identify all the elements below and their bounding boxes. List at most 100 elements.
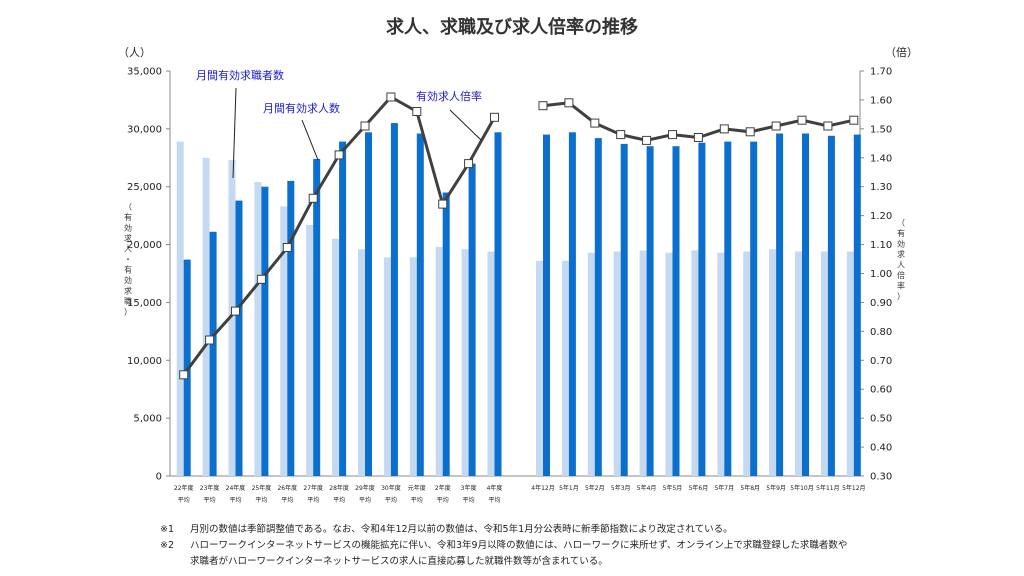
- right-tick-label: 1.20: [870, 211, 892, 222]
- right-tick-label: 0.80: [870, 327, 892, 338]
- left-tick-label: 35,000: [127, 67, 162, 78]
- job-seekers-bar: [691, 250, 699, 476]
- x-axis-label-year: 2年度: [435, 484, 451, 492]
- job-seekers-bar: [487, 251, 495, 476]
- x-axis-label-year: 23年度: [200, 484, 220, 492]
- x-axis-label-year: 28年度: [329, 484, 349, 492]
- job-seekers-bar: [795, 251, 802, 476]
- job-openings-bar: [468, 163, 476, 476]
- right-tick-label: 0.50: [870, 414, 892, 425]
- job-openings-bar: [802, 133, 809, 476]
- job-openings-bar: [750, 141, 758, 476]
- right-tick-label: 0.30: [870, 472, 892, 483]
- bars: [176, 123, 861, 477]
- right-axis-label: （有効求人倍率）: [897, 218, 905, 300]
- right-axis-ticks: 0.30 0.40 0.50 0.60 0.70 0.80 0.90 1.00 1.10 1.20…: [860, 67, 892, 483]
- footnotes: ※1 月別の数値は季節調整値である。なお、令和4年12月以前の数値は、令和5年1…: [160, 522, 990, 570]
- x-axis-label-average: 平均: [411, 496, 423, 504]
- left-tick-label: 15,000: [127, 298, 162, 309]
- job-seekers-bar: [176, 141, 184, 476]
- right-tick-label: 1.50: [870, 124, 892, 135]
- right-tick-label: 0.60: [870, 385, 892, 396]
- x-axis-label-year: 元年度: [408, 484, 426, 492]
- job-openings-bar: [543, 134, 550, 476]
- job-seekers-bar: [202, 157, 210, 477]
- job-openings-bar: [365, 132, 372, 477]
- x-axis-label-average: 平均: [359, 496, 371, 504]
- job-ratio-point: [642, 135, 652, 145]
- job-ratio-point: [490, 112, 499, 122]
- job-openings-bar: [594, 138, 602, 476]
- job-ratio-point: [797, 115, 807, 125]
- job-seekers-bar: [613, 251, 621, 476]
- job-ratio-point: [668, 130, 677, 140]
- job-openings-bar: [416, 133, 424, 476]
- ratio-line: [179, 92, 859, 380]
- annotation-job-openings: 月間有効求人数: [263, 101, 340, 115]
- job-openings-bar: [339, 141, 347, 476]
- job-ratio-point: [616, 130, 626, 140]
- annotation-leader-line: [449, 109, 482, 141]
- job-ratio-point: [564, 98, 574, 108]
- x-axis-label-month: 5年6月: [689, 484, 709, 492]
- left-tick-label: 0: [156, 472, 162, 483]
- job-seekers-bar: [665, 252, 673, 476]
- job-seekers-bar: [332, 238, 340, 476]
- job-ratio-point: [334, 150, 344, 160]
- job-openings-bar: [494, 132, 502, 477]
- job-ratio-point: [693, 133, 703, 142]
- job-openings-bar: [209, 231, 217, 476]
- x-axis-label-average: 平均: [463, 496, 475, 504]
- job-seekers-bar: [536, 260, 543, 476]
- job-seekers-bar: [383, 257, 391, 476]
- x-axis-label-year: 22年度: [174, 484, 194, 492]
- footnote-text: 月別の数値は季節調整値である。なお、令和4年12月以前の数値は、令和5年1月分公…: [190, 524, 733, 535]
- job-seekers-bar: [820, 251, 828, 476]
- x-axis-label-year: 4年度: [487, 484, 503, 492]
- right-tick-label: 1.10: [870, 240, 892, 251]
- x-axis-label-year: 25年度: [252, 484, 272, 492]
- right-tick-label: 0.90: [870, 298, 892, 309]
- right-axis-unit: （倍）: [885, 45, 918, 59]
- x-axis-label-year: 30年度: [381, 484, 401, 492]
- right-tick-label: 1.40: [870, 153, 892, 164]
- x-axis-label-year: 3年度: [461, 484, 477, 492]
- job-seekers-bar: [587, 252, 595, 476]
- job-seekers-bar: [280, 206, 288, 476]
- x-axis-label-month: 4年12月: [531, 484, 554, 492]
- job-openings-bar: [646, 146, 654, 476]
- job-openings-bar: [442, 192, 450, 476]
- job-openings-bar: [568, 132, 576, 477]
- job-ratio-point: [771, 121, 781, 131]
- job-openings-bar: [776, 133, 784, 476]
- x-axis-label-average: 平均: [255, 496, 267, 504]
- x-axis-label-average: 平均: [229, 496, 241, 504]
- right-tick-label: 1.60: [870, 95, 892, 106]
- right-tick-label: 1.70: [870, 67, 892, 78]
- x-axis-label-month: 5年9月: [766, 484, 786, 492]
- chart-title: 求人、求職及び求人倍率の推移: [386, 16, 638, 38]
- left-tick-label: 10,000: [127, 356, 162, 367]
- job-openings-bar: [235, 200, 243, 476]
- job-ratio-point: [823, 121, 833, 131]
- right-tick-label: 1.30: [870, 182, 892, 193]
- x-axis-label-month: 5年11月: [816, 484, 839, 492]
- job-openings-bar: [261, 186, 269, 476]
- x-axis-label-average: 平均: [385, 496, 397, 504]
- x-axis-label-year: 27年度: [303, 484, 323, 492]
- job-seekers-bar: [306, 224, 314, 476]
- x-axis-label-average: 平均: [333, 496, 345, 504]
- job-ratio-point: [360, 121, 370, 131]
- job-seekers-bar: [435, 246, 443, 476]
- job-ratio-point: [386, 92, 396, 102]
- job-seekers-bar: [717, 252, 725, 476]
- job-seekers-bar: [639, 250, 647, 476]
- x-axis-label-month: 5年10月: [790, 484, 813, 492]
- footnote-2-continued: 求職者がハローワークインターネットサービスの求人に直接応募した就職件数等が含まれ…: [160, 554, 990, 570]
- footnote-2: ※2 ハローワークインターネットサービスの機能拡充に伴い、令和3年9月以降の数値…: [160, 538, 990, 554]
- left-tick-label: 25,000: [127, 182, 162, 193]
- job-ratio-point: [438, 199, 448, 209]
- x-axis-label-year: 24年度: [226, 484, 246, 492]
